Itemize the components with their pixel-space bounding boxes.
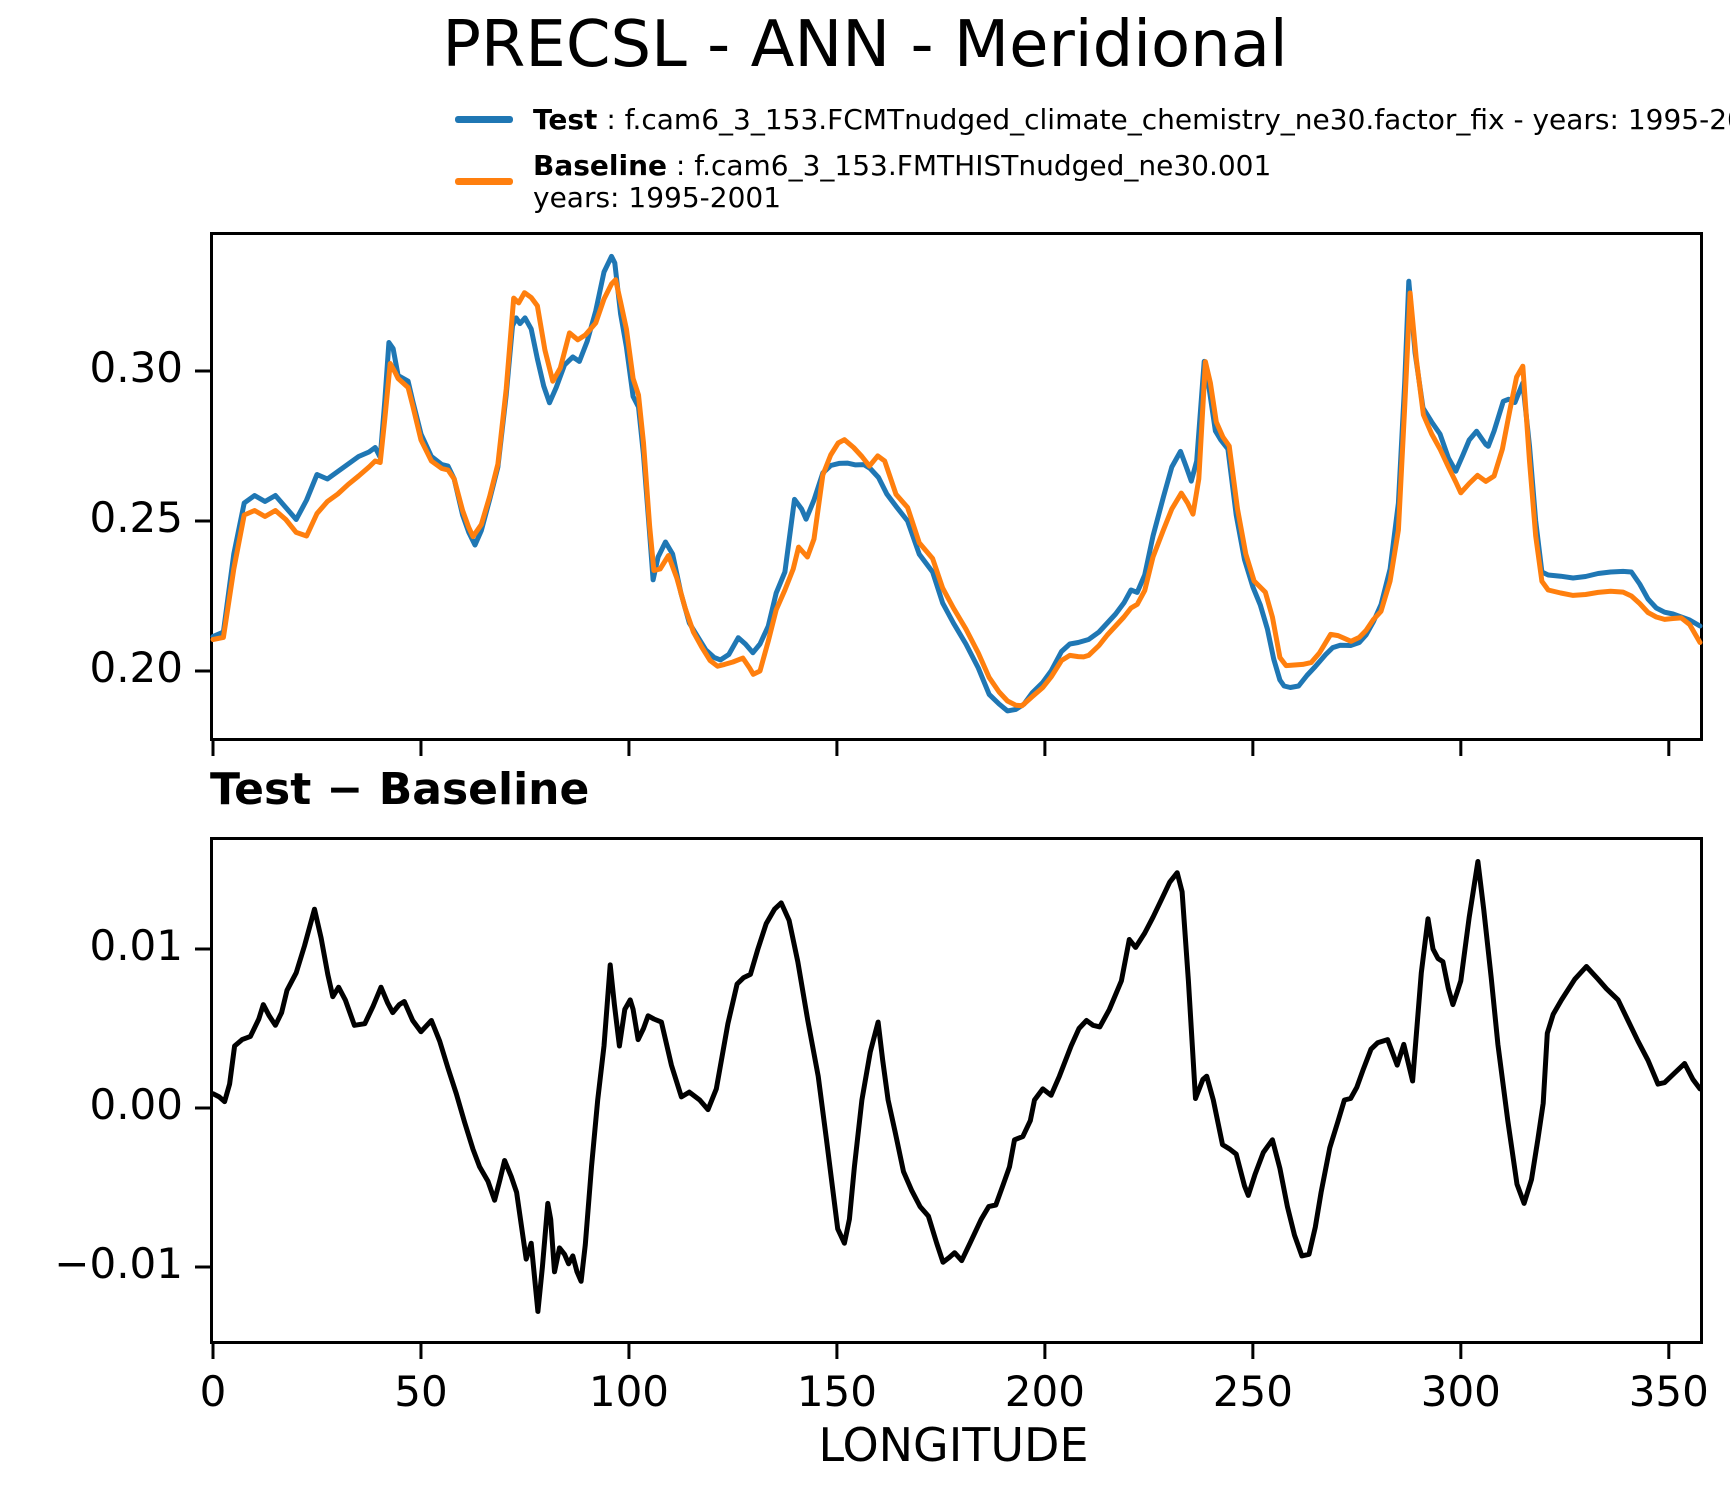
test-line-swatch xyxy=(455,116,513,123)
x-tick-label: 200 xyxy=(1004,1367,1085,1416)
x-tick-label: 50 xyxy=(394,1367,448,1416)
diff-plot-area: 0.01 0.00 −0.01 0 50 100 150 200 250 300 350 xyxy=(54,837,1709,1416)
baseline-line-swatch xyxy=(455,178,513,185)
series-line-test xyxy=(210,253,1703,714)
legend-baseline-desc-line2: years: 1995-2001 xyxy=(533,181,782,214)
series-line-test-baseline xyxy=(210,859,1703,1314)
top-plot-area: 0.30 0.25 0.20 xyxy=(89,232,1703,756)
x-tick-label: 250 xyxy=(1212,1367,1293,1416)
legend-test-desc: : f.cam6_3_153.FCMTnudged_climate_chemis… xyxy=(597,103,1730,136)
y-tick-label: 0.30 xyxy=(89,342,183,392)
series-line-baseline xyxy=(210,277,1703,709)
x-tick-label: 150 xyxy=(796,1367,877,1416)
x-tick-label: 0 xyxy=(199,1367,227,1416)
y-tick-label: 0.25 xyxy=(89,493,183,542)
diff-panel-title: Test − Baseline xyxy=(210,764,590,815)
legend-entry-test: Test : f.cam6_3_153.FCMTnudged_climate_c… xyxy=(455,104,1730,136)
legend-entry-baseline: Baseline : f.cam6_3_153.FMTHISTnudged_ne… xyxy=(455,150,1730,214)
plot-svg xyxy=(195,859,1703,1359)
y-tick-label: 0.01 xyxy=(89,920,183,970)
chart-title: PRECSL - ANN - Meridional xyxy=(442,8,1288,82)
legend-baseline-desc: : f.cam6_3_153.FMTHISTnudged_ne30.001 xyxy=(667,149,1272,182)
y-tick-label: 0.00 xyxy=(89,1079,183,1129)
plot-svg xyxy=(195,253,1703,756)
x-tick-label: 350 xyxy=(1628,1367,1709,1416)
x-tick-label: 300 xyxy=(1420,1367,1501,1416)
legend-baseline-name: Baseline xyxy=(533,149,668,182)
y-tick-label: 0.20 xyxy=(89,643,183,692)
x-axis-label: LONGITUDE xyxy=(818,1418,1089,1472)
x-tick-label: 100 xyxy=(588,1367,670,1416)
legend: Test : f.cam6_3_153.FCMTnudged_climate_c… xyxy=(455,104,1730,228)
y-tick-label: −0.01 xyxy=(54,1239,183,1288)
legend-test-name: Test xyxy=(533,103,598,136)
